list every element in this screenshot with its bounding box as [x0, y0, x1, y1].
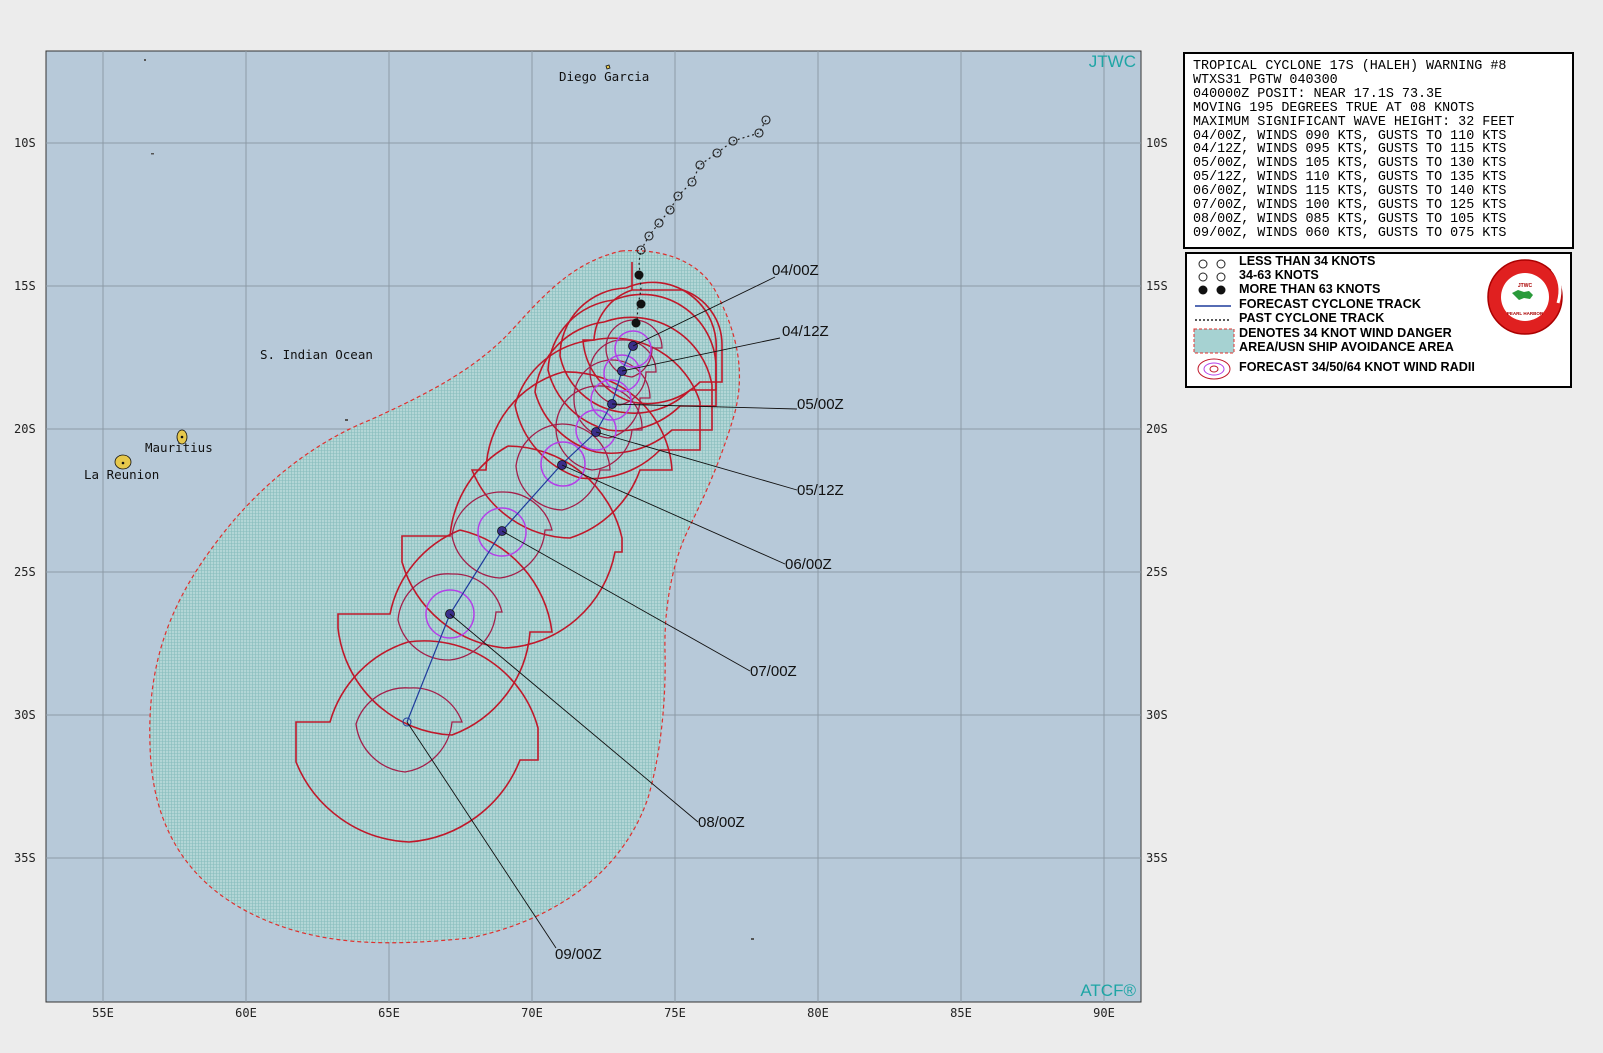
lon-tick: 70E — [521, 1006, 543, 1020]
svg-text:JTWC: JTWC — [1518, 283, 1533, 289]
legend-box: LESS THAN 34 KNOTS 34-63 KNOTS MORE THAN… — [1185, 252, 1572, 388]
legend-forecast-track: FORECAST CYCLONE TRACK — [1239, 297, 1421, 311]
lon-tick: 90E — [1093, 1006, 1115, 1020]
forecast-label: 05/12Z — [797, 482, 844, 499]
warning-line: 04/12Z, WINDS 095 KTS, GUSTS TO 115 KTS — [1193, 142, 1507, 158]
legend-past-track: PAST CYCLONE TRACK — [1239, 311, 1385, 325]
typhoon-positions — [631, 270, 646, 328]
forecast-track — [406, 344, 634, 723]
legend-danger-1: DENOTES 34 KNOT WIND DANGER — [1239, 326, 1452, 340]
lon-tick: 75E — [664, 1006, 686, 1020]
indian-ocean-label: S. Indian Ocean — [260, 347, 373, 362]
lat-tick: 30S — [14, 708, 36, 722]
diego-garcia-label: Diego Garcia — [559, 69, 649, 84]
lat-tick-labels-left: 10S 15S 20S 25S 30S 35S — [14, 136, 36, 865]
lat-tick: 35S — [1146, 851, 1168, 865]
warning-line: 06/00Z, WINDS 115 KTS, GUSTS TO 140 KTS — [1193, 184, 1507, 200]
warning-line: 07/00Z, WINDS 100 KTS, GUSTS TO 125 KTS — [1193, 198, 1507, 214]
less-34-icon — [1198, 259, 1226, 269]
legend-more-63: MORE THAN 63 KNOTS — [1239, 282, 1381, 296]
typhoon-icon — [1198, 285, 1226, 295]
lon-tick: 80E — [807, 1006, 829, 1020]
forecast-label: 09/00Z — [555, 946, 602, 963]
tropical-storm-icon — [1198, 272, 1226, 282]
warning-info-box: TROPICAL CYCLONE 17S (HALEH) WARNING #8 … — [1183, 52, 1574, 249]
danger-area-icon — [1193, 328, 1235, 354]
forecast-label: 04/12Z — [782, 323, 829, 340]
lon-tick: 60E — [235, 1006, 257, 1020]
lat-tick-labels-right: 10S 15S 20S 25S 30S 35S — [1146, 136, 1168, 865]
warning-line: 09/00Z, WINDS 060 KTS, GUSTS TO 075 KTS — [1193, 225, 1507, 241]
final-position — [402, 717, 412, 727]
lat-tick: 15S — [14, 279, 36, 293]
warning-line: TROPICAL CYCLONE 17S (HALEH) WARNING #8 — [1193, 59, 1507, 74]
warning-line: 05/00Z, WINDS 105 KTS, GUSTS TO 130 KTS — [1193, 156, 1507, 172]
warning-line: 05/12Z, WINDS 110 KTS, GUSTS TO 135 KTS — [1193, 170, 1507, 186]
lat-tick: 25S — [1146, 565, 1168, 579]
lon-tick: 55E — [92, 1006, 114, 1020]
lon-tick: 65E — [378, 1006, 400, 1020]
lat-tick: 20S — [14, 422, 36, 436]
label-leaders — [406, 276, 798, 949]
lat-tick: 15S — [1146, 279, 1168, 293]
warning-line: 04/00Z, WINDS 090 KTS, GUSTS TO 110 KTS — [1193, 128, 1507, 144]
jtwc-seal-icon: JTWC PEARL HARBOR — [1487, 259, 1563, 335]
lat-tick: 30S — [1146, 708, 1168, 722]
lat-tick: 10S — [1146, 136, 1168, 150]
warning-line: MAXIMUM SIGNIFICANT WAVE HEIGHT: 32 FEET — [1193, 114, 1515, 130]
svg-text:PEARL HARBOR: PEARL HARBOR — [1507, 311, 1544, 316]
warning-line: WTXS31 PGTW 040300 — [1193, 72, 1338, 88]
wind-radii-50kt — [355, 319, 663, 773]
legend-34-63: 34-63 KNOTS — [1239, 268, 1319, 282]
wind-radii-64kt — [425, 330, 652, 639]
islands — [114, 59, 754, 940]
lat-tick: 35S — [14, 851, 36, 865]
forecast-label: 08/00Z — [698, 814, 745, 831]
diego-garcia-island — [605, 64, 611, 70]
past-track-icon — [1195, 319, 1231, 321]
past-track — [636, 119, 767, 323]
legend-wind-radii: FORECAST 34/50/64 KNOT WIND RADII — [1239, 360, 1475, 374]
warning-line: 08/00Z, WINDS 085 KTS, GUSTS TO 105 KTS — [1193, 211, 1507, 227]
mauritius-label: Mauritius — [145, 440, 213, 455]
warning-line: 040000Z POSIT: NEAR 17.1S 73.3E — [1193, 86, 1443, 102]
forecast-track-icon — [1195, 305, 1231, 307]
atcf-label: ATCF® — [1080, 981, 1136, 1000]
lat-tick: 20S — [1146, 422, 1168, 436]
lat-tick: 25S — [14, 565, 36, 579]
forecast-label: 07/00Z — [750, 663, 797, 680]
lon-tick: 85E — [950, 1006, 972, 1020]
jtwc-label: JTWC — [1089, 52, 1136, 71]
legend-danger-2: AREA/USN SHIP AVOIDANCE AREA — [1239, 340, 1454, 354]
past-positions — [636, 115, 771, 255]
legend-less-34: LESS THAN 34 KNOTS — [1239, 254, 1376, 268]
warning-line: MOVING 195 DEGREES TRUE AT 08 KNOTS — [1193, 100, 1475, 116]
lat-tick: 10S — [14, 136, 36, 150]
wind-radii-icon — [1197, 358, 1231, 380]
la-reunion-label: La Reunion — [84, 467, 159, 482]
forecast-label: 05/00Z — [797, 396, 844, 413]
lon-tick-labels: 55E 60E 65E 70E 75E 80E 85E 90E — [92, 1006, 1115, 1020]
forecast-time-labels: 04/00Z 04/12Z 05/00Z 05/12Z 06/00Z 07/00… — [555, 262, 844, 963]
forecast-label: 06/00Z — [785, 556, 832, 573]
forecast-label: 04/00Z — [772, 262, 819, 279]
place-labels: Diego Garcia S. Indian Ocean Mauritius L… — [84, 69, 649, 482]
